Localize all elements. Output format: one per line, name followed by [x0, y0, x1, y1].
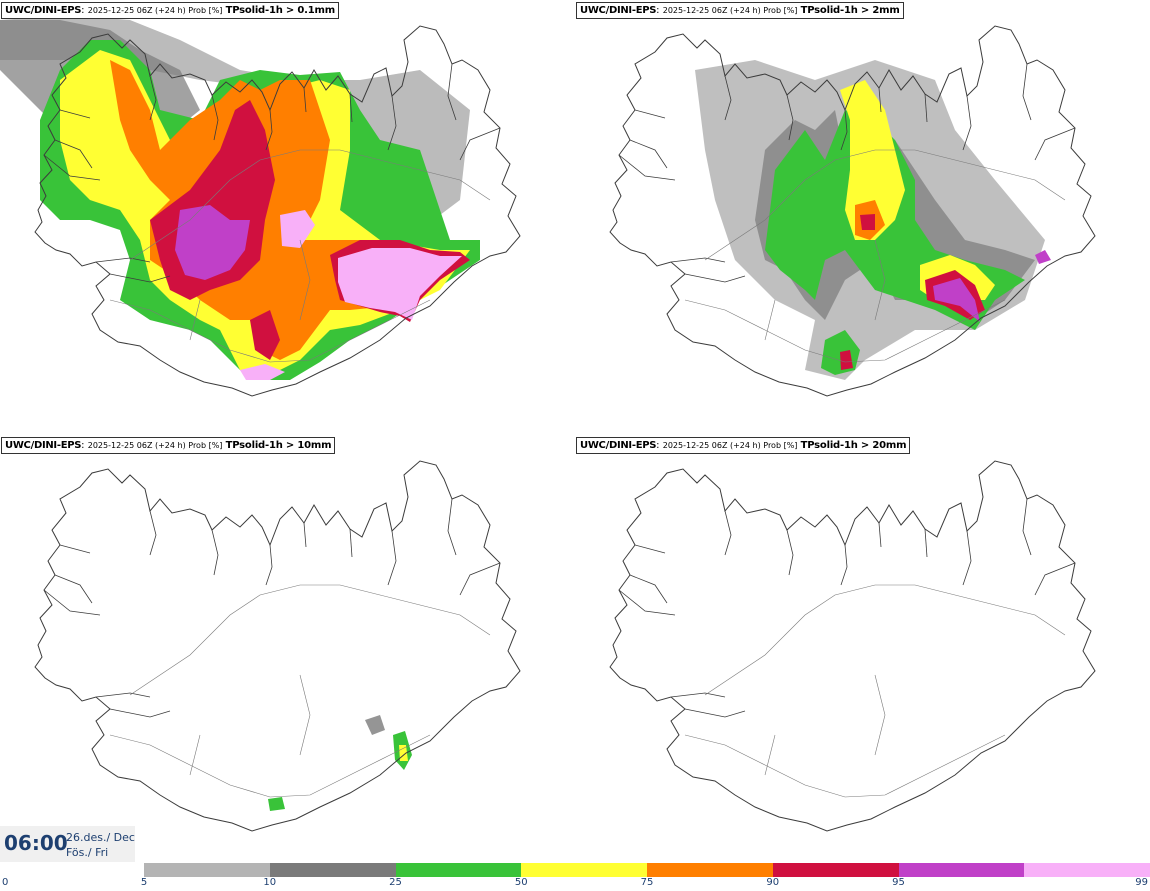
colorbar-ticks: 0 5 10 25 50 75 90 95 99 — [0, 877, 1150, 891]
probability-colorbar — [144, 863, 1150, 877]
map-panel-10mm: UWC/DINI-EPS: 2025-12-25 06Z (+24 h) Pro… — [0, 435, 575, 870]
run-info: 2025-12-25 06Z (+24 h) Prob [%] — [87, 441, 223, 450]
colorbar-segment — [144, 863, 270, 877]
valid-time: 06:00 — [4, 831, 68, 855]
run-info: 2025-12-25 06Z (+24 h) Prob [%] — [662, 441, 798, 450]
colorbar-segment — [647, 863, 773, 877]
valid-weekday: Fös./ Fri — [66, 846, 109, 859]
colorbar-tick-label: 25 — [389, 877, 402, 888]
run-info: 2025-12-25 06Z (+24 h) Prob [%] — [662, 6, 798, 15]
probability-map-20mm — [609, 460, 1096, 832]
colorbar-tick-label: 5 — [140, 877, 148, 888]
colorbar-segment — [772, 863, 899, 877]
panel-title: UWC/DINI-EPS: 2025-12-25 06Z (+24 h) Pro… — [1, 2, 339, 19]
probability-map-2mm — [609, 25, 1096, 397]
run-info: 2025-12-25 06Z (+24 h) Prob [%] — [87, 6, 223, 15]
colorbar-tick-label: 0 — [2, 877, 9, 888]
variable-label: TPsolid-1h > 2mm — [800, 5, 900, 16]
colorbar-tick-label: 90 — [766, 877, 780, 888]
colorbar-segment — [521, 863, 647, 877]
model-name: UWC/DINI-EPS — [5, 440, 82, 451]
map-panel-20mm: UWC/DINI-EPS: 2025-12-25 06Z (+24 h) Pro… — [575, 435, 1150, 870]
colorbar-tick-label: 50 — [514, 877, 528, 888]
panel-title: UWC/DINI-EPS: 2025-12-25 06Z (+24 h) Pro… — [576, 437, 911, 454]
colorbar-tick-label: 10 — [263, 877, 277, 888]
map-panel-2mm: UWC/DINI-EPS: 2025-12-25 06Z (+24 h) Pro… — [575, 0, 1150, 435]
model-name: UWC/DINI-EPS — [580, 440, 657, 451]
variable-label: TPsolid-1h > 10mm — [225, 440, 332, 451]
map-panel-0.1mm: UWC/DINI-EPS: 2025-12-25 06Z (+24 h) Pro… — [0, 0, 575, 435]
variable-label: TPsolid-1h > 20mm — [800, 440, 907, 451]
colorbar-tick-label: 99 — [1135, 877, 1148, 888]
colorbar-tick-label: 95 — [892, 877, 905, 888]
panel-title: UWC/DINI-EPS: 2025-12-25 06Z (+24 h) Pro… — [1, 437, 336, 454]
variable-label: TPsolid-1h > 0.1mm — [225, 5, 336, 16]
valid-date: 26.des./ Dec — [66, 831, 135, 844]
colorbar-segment — [395, 863, 522, 877]
model-name: UWC/DINI-EPS — [5, 5, 82, 16]
panel-title: UWC/DINI-EPS: 2025-12-25 06Z (+24 h) Pro… — [576, 2, 904, 19]
probability-map-10mm — [34, 460, 521, 832]
colorbar-tick-label: 75 — [640, 877, 654, 888]
model-name: UWC/DINI-EPS — [580, 5, 657, 16]
colorbar-segment — [1024, 863, 1150, 877]
colorbar-segment — [898, 863, 1025, 877]
probability-map-0.1mm — [0, 15, 521, 397]
colorbar-segment — [269, 863, 396, 877]
valid-time-box: 06:00 26.des./ Dec Fös./ Fri — [0, 826, 135, 862]
